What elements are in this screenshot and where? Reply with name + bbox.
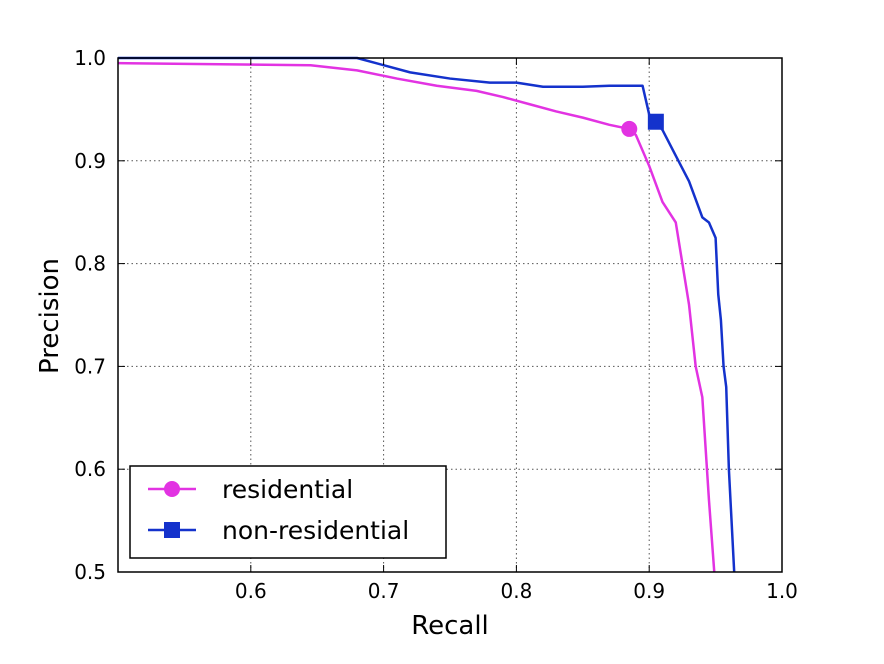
y-tick-label: 0.7	[74, 354, 106, 378]
x-tick-label: 1.0	[766, 579, 798, 603]
axis-ticks: 0.6 0.7 0.8 0.9 1.0 0.5 0.6 0.7 0.8 0.9 1.0	[74, 46, 798, 603]
series-line-residential	[117, 61, 716, 573]
plot-frame	[117, 57, 783, 573]
y-tick-label: 0.6	[74, 457, 106, 481]
y-tick-label: 0.8	[74, 252, 106, 276]
y-tick-label: 0.9	[74, 149, 106, 173]
operating-point-residential	[621, 120, 638, 137]
legend: residential non-residential	[129, 465, 447, 559]
x-axis-label: Recall	[411, 611, 489, 641]
operating-point-non-residential	[647, 113, 664, 130]
x-tick-label: 0.7	[368, 579, 400, 603]
y-tick-label: 0.5	[74, 560, 106, 584]
y-tick-label: 1.0	[74, 46, 106, 70]
legend-marker-non-residential	[164, 522, 180, 538]
series-layer	[117, 56, 736, 573]
x-tick-label: 0.8	[500, 579, 532, 603]
x-tick-label: 0.6	[235, 579, 267, 603]
legend-label-residential: residential	[222, 475, 353, 504]
x-tick-label: 0.9	[633, 579, 665, 603]
legend-marker-residential	[164, 481, 180, 497]
legend-label-non-residential: non-residential	[222, 516, 409, 545]
y-axis-label: Precision	[35, 258, 65, 374]
legend-box	[129, 465, 447, 559]
